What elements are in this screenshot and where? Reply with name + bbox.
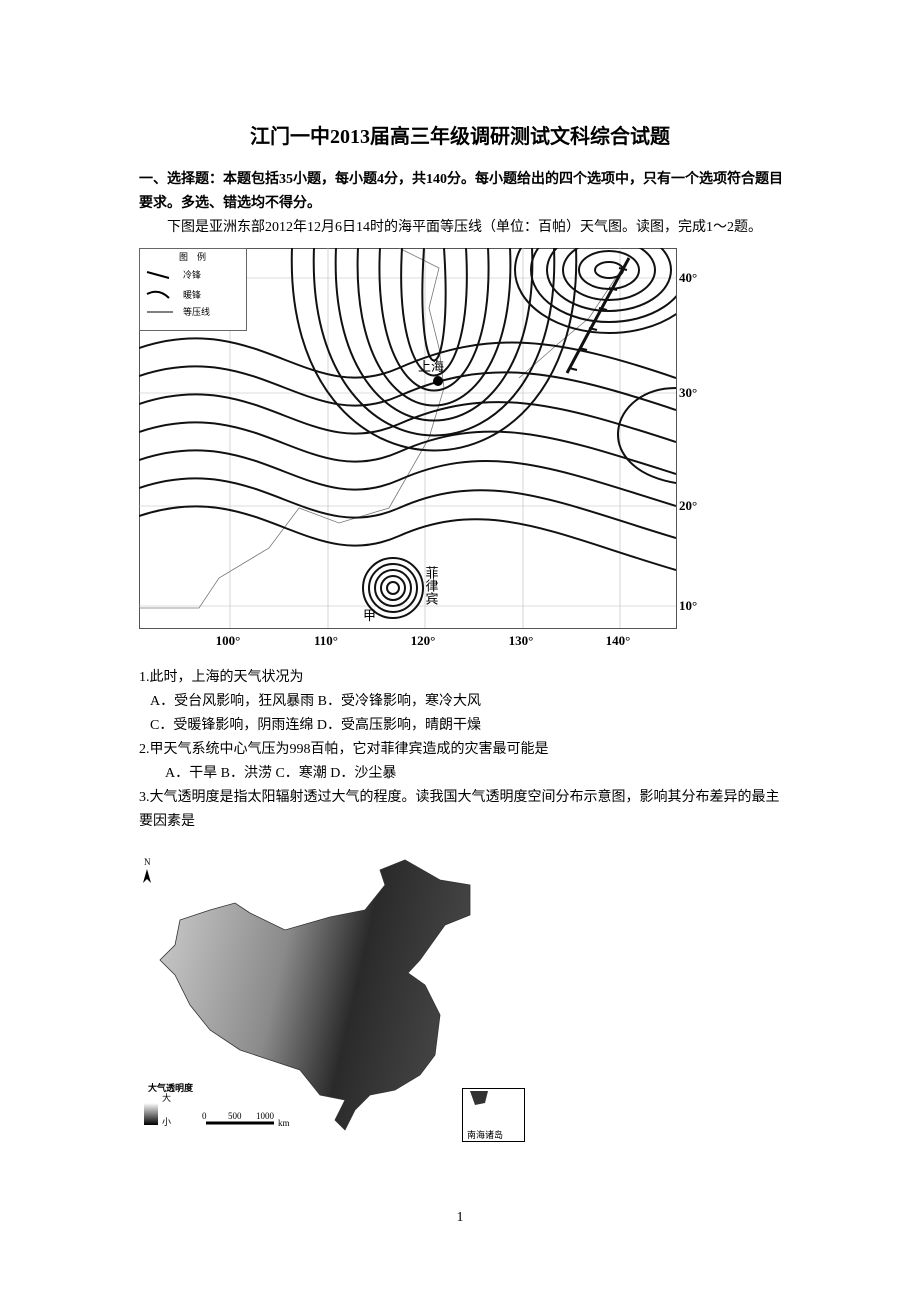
isobar [139,505,676,571]
front-tick [618,267,628,271]
isobar [139,449,676,507]
latitude-label: 40° [679,270,697,285]
longitude-label: 130° [509,633,534,648]
isobar [530,248,676,323]
place-label: 甲 [363,608,376,623]
question-option: A．受台风影响，狂风暴雨 B．受冷锋影响，寒冷大风 [150,694,481,709]
isobar [139,393,676,443]
isobar [139,365,676,411]
china-map: N 大气透明度 大 小 0 500 1000 km 南海诸岛 [143,857,525,1142]
isobar [139,337,676,379]
front-tick [568,367,578,371]
north-label: N [144,857,151,867]
front-tick [588,327,598,331]
inset-label: 南海诸岛 [467,1129,503,1140]
isobar [139,477,676,539]
legend-label: 等压线 [183,306,210,317]
isobar [334,248,534,422]
legend-ramp [144,1103,158,1125]
question-option: A．干旱 B．洪涝 C．寒潮 D．沙尘暴 [165,766,397,781]
typhoon-isobar [374,569,412,607]
isobar [617,387,676,484]
scale-label: 500 [228,1111,242,1121]
question-stem: 2.甲天气系统中心气压为998百帕，它对菲律宾造成的灾害最可能是 [139,742,549,757]
isobar [400,248,468,377]
longitude-label: 120° [411,633,436,648]
latitude-label: 30° [679,385,697,400]
legend-label: 暖锋 [183,289,201,300]
isobar [378,248,490,392]
china-shape [159,859,471,1131]
page-number: 1 [456,1210,464,1225]
scale-label: km [278,1118,290,1128]
longitude-label: 110° [314,633,338,648]
question-stem: 3.大气透明度是指太阳辐射透过大气的程度。读我国大气透明度空间分布示意图，影响其… [139,790,780,829]
front-tick [578,347,588,351]
isobar [356,248,512,407]
section-heading: 一、选择题：本题包括35小题，每小题4分，共140分。每小题给出的四个选项中，只… [139,172,783,211]
place-label: 菲律宾 [424,566,439,605]
north-arrow [143,869,151,883]
question-stem: 1.此时，上海的天气状况为 [139,670,304,685]
front-tick [608,287,618,291]
typhoon-isobar [380,575,406,601]
isobar [139,421,676,475]
longitude-label: 140° [606,633,631,648]
latitude-label: 10° [679,598,697,613]
longitude-label: 100° [216,633,241,648]
scale-label: 1000 [256,1111,275,1121]
legend-title: 大气透明度 [148,1082,194,1093]
isobar [421,248,447,362]
typhoon-isobar [386,581,400,595]
isobar [546,248,672,312]
inset-land [470,1091,488,1105]
legend-label: 冷锋 [183,269,201,280]
isobar [514,248,676,334]
scale-label: 0 [202,1111,207,1121]
place-label: 上海 [418,359,444,374]
typhoon-isobar [368,563,418,613]
coastline [139,248,445,609]
shanghai-dot [433,376,443,386]
latitude-label: 20° [679,498,697,513]
typhoon-isobar [362,557,424,619]
intro: 下图是亚洲东部2012年12月6日14时的海平面等压线（单位：百帕）天气图。读图… [167,220,762,235]
warm-front-icon [146,290,170,299]
isobar [562,248,656,301]
legend-low: 小 [162,1117,171,1127]
weather-map: 图 例 冷锋 暖锋 等压线 上海 菲律宾 甲 100° 110° 120° 130° 1… [139,248,697,648]
front-tick [598,307,608,311]
isobar [312,248,556,437]
cold-front-icon [146,271,170,279]
legend-box [139,248,247,331]
question-option: C．受暖锋影响，阴雨连绵 D．受高压影响，晴朗干燥 [150,718,481,733]
legend-high: 大 [162,1092,171,1103]
legend-title: 图 例 [179,251,206,262]
title: 江门一中2013届高三年级调研测试文科综合试题 [250,126,670,148]
